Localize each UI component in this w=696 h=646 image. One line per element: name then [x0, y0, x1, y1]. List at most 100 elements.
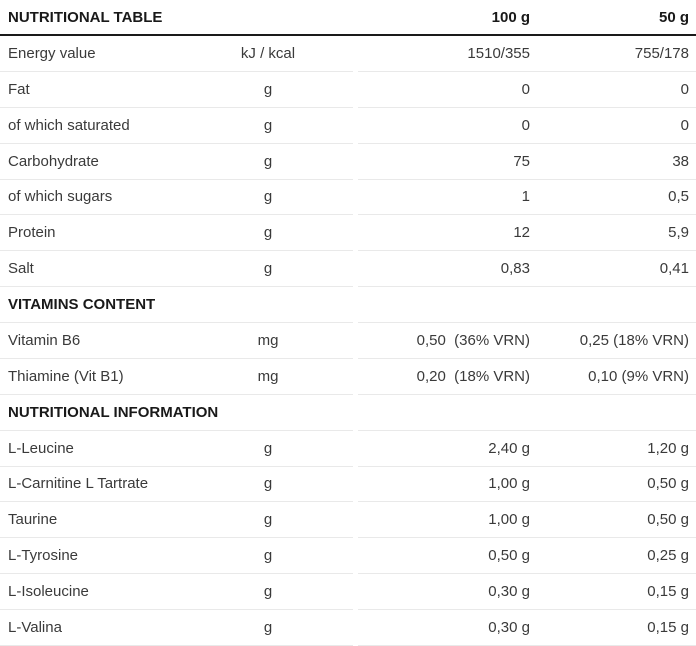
row-unit: g [263, 475, 273, 493]
row-label: Energy value [8, 44, 96, 62]
row-left: Energy value kJ / kcal [0, 36, 353, 72]
row-unit: g [263, 80, 273, 98]
row-right: 0,50 g 0,25 g [358, 538, 696, 575]
column-header-50g: 50 g [658, 8, 689, 26]
row-label: Salt [8, 260, 34, 278]
row-unit: kJ / kcal [240, 44, 296, 62]
row-right: 1 0,5 [358, 180, 696, 216]
row-label: Vitamin B6 [8, 331, 81, 349]
row-unit: g [263, 439, 273, 457]
row-value-100g: 0,30 g [488, 583, 530, 601]
table-row: Salt g 0,83 0,41 [0, 251, 696, 288]
row-left: of which sugars g [0, 180, 353, 216]
row-unit: g [263, 618, 273, 636]
table-row: of which sugars g 1 0,5 [0, 180, 696, 216]
row-value-100g: 0,50 g [488, 547, 530, 565]
row-label: Fat [8, 80, 30, 98]
row-unit: g [263, 188, 273, 206]
table-title: NUTRITIONAL TABLE [8, 8, 163, 26]
row-right: 0,30 g 0,15 g [358, 610, 696, 646]
row-value-100g: 12 [513, 224, 530, 242]
row-right: 75 38 [358, 144, 696, 180]
row-label: of which sugars [8, 188, 113, 206]
section-header-row: VITAMINS CONTENT [0, 287, 696, 323]
row-value-50g: 0,25 (18% VRN) [579, 331, 689, 349]
row-label: L-Carnitine L Tartrate [8, 475, 149, 493]
row-value-50g: 0,15 g [647, 618, 689, 636]
row-value-100g: 0,30 g [488, 618, 530, 636]
row-value-100g: 1510/355 [467, 44, 530, 62]
row-right: 0,50 (36% VRN) 0,25 (18% VRN) [358, 323, 696, 359]
row-label: Taurine [8, 511, 58, 529]
row-left: Vitamin B6 mg [0, 323, 353, 359]
row-right [358, 395, 696, 431]
row-value-50g: 38 [672, 152, 689, 170]
table-row: L-Tyrosine g 0,50 g 0,25 g [0, 538, 696, 575]
row-left: Thiamine (Vit B1) mg [0, 359, 353, 395]
row-value-50g: 0 [680, 80, 689, 98]
row-label: of which saturated [8, 116, 130, 134]
row-left: Salt g [0, 251, 353, 288]
row-unit: g [263, 511, 273, 529]
row-value-50g: 0,41 [659, 260, 689, 278]
row-left: Taurine g [0, 502, 353, 539]
row-right: 1,00 g 0,50 g [358, 502, 696, 539]
row-value-100g: 1,00 g [488, 475, 530, 493]
row-value-100g: 0 [521, 80, 530, 98]
row-value-50g: 0,10 (9% VRN) [588, 367, 689, 385]
row-label: NUTRITIONAL INFORMATION [8, 403, 219, 421]
row-label: Thiamine (Vit B1) [8, 367, 124, 385]
row-left: Fat g [0, 72, 353, 108]
row-right: 0 0 [358, 108, 696, 144]
column-header-100g: 100 g [491, 8, 530, 26]
table-row: Vitamin B6 mg 0,50 (36% VRN) 0,25 (18% V… [0, 323, 696, 359]
row-value-50g: 0 [680, 116, 689, 134]
row-left: L-Carnitine L Tartrate g [0, 467, 353, 503]
table-row: Taurine g 1,00 g 0,50 g [0, 502, 696, 539]
table-row: of which saturated g 0 0 [0, 108, 696, 144]
row-value-50g: 5,9 [668, 224, 689, 242]
table-header-left: NUTRITIONAL TABLE [0, 0, 353, 34]
row-right: 0,83 0,41 [358, 251, 696, 288]
row-label: Carbohydrate [8, 152, 99, 170]
row-unit: g [263, 583, 273, 601]
row-unit: g [263, 260, 273, 278]
row-label: L-Isoleucine [8, 583, 89, 601]
table-header-row: NUTRITIONAL TABLE 100 g 50 g [0, 0, 696, 36]
row-value-100g: 2,40 g [488, 439, 530, 457]
row-value-50g: 0,5 [668, 188, 689, 206]
row-unit: mg [257, 367, 279, 385]
row-value-50g: 0,50 g [647, 475, 689, 493]
row-right: 0,20 (18% VRN) 0,10 (9% VRN) [358, 359, 696, 395]
row-value-50g: 0,50 g [647, 511, 689, 529]
row-right: 1510/355 755/178 [358, 36, 696, 72]
row-left: Carbohydrate g [0, 144, 353, 180]
row-label: L-Valina [8, 618, 62, 636]
row-right: 2,40 g 1,20 g [358, 431, 696, 467]
table-row: L-Valina g 0,30 g 0,15 g [0, 610, 696, 646]
row-right: 0 0 [358, 72, 696, 108]
row-value-100g: 0,50 (36% VRN) [416, 331, 530, 349]
row-value-100g: 0,20 (18% VRN) [416, 367, 530, 385]
row-label: Protein [8, 224, 56, 242]
row-unit: mg [257, 331, 279, 349]
row-right [358, 287, 696, 323]
row-value-50g: 0,15 g [647, 583, 689, 601]
table-row: Fat g 0 0 [0, 72, 696, 108]
table-row: Thiamine (Vit B1) mg 0,20 (18% VRN) 0,10… [0, 359, 696, 395]
row-unit: g [263, 152, 273, 170]
row-label: L-Tyrosine [8, 547, 79, 565]
row-left: Protein g [0, 215, 353, 252]
row-left: L-Isoleucine g [0, 574, 353, 610]
table-row: Carbohydrate g 75 38 [0, 144, 696, 180]
row-label: L-Leucine [8, 439, 74, 457]
row-left: of which saturated g [0, 108, 353, 144]
table-row: Protein g 12 5,9 [0, 215, 696, 252]
row-value-50g: 0,25 g [647, 547, 689, 565]
row-right: 1,00 g 0,50 g [358, 467, 696, 503]
table-row: L-Isoleucine g 0,30 g 0,15 g [0, 574, 696, 610]
row-left: VITAMINS CONTENT [0, 287, 353, 323]
row-value-100g: 0,83 [500, 260, 530, 278]
row-value-50g: 1,20 g [647, 439, 689, 457]
